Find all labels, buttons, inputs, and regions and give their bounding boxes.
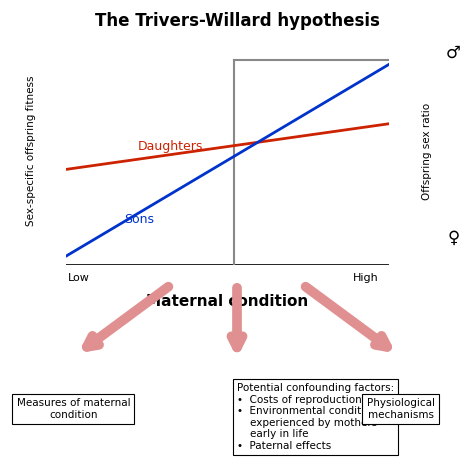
Text: Daughters: Daughters <box>137 140 203 153</box>
Text: Maternal condition: Maternal condition <box>146 294 309 309</box>
Text: Sons: Sons <box>124 213 155 226</box>
Text: ♂: ♂ <box>446 44 461 62</box>
Text: Offspring sex ratio: Offspring sex ratio <box>422 103 432 199</box>
Text: High: High <box>353 273 379 283</box>
Text: Measures of maternal
condition: Measures of maternal condition <box>17 398 130 420</box>
Text: Sex-specific offspring fitness: Sex-specific offspring fitness <box>26 76 36 226</box>
Text: The Trivers-Willard hypothesis: The Trivers-Willard hypothesis <box>94 12 380 30</box>
Text: Low: Low <box>68 273 90 283</box>
Text: Physiological
mechanisms: Physiological mechanisms <box>366 398 435 420</box>
Text: Potential confounding factors:
•  Costs of reproduction
•  Environmental conditi: Potential confounding factors: • Costs o… <box>237 383 394 451</box>
Text: ♀: ♀ <box>447 229 459 247</box>
